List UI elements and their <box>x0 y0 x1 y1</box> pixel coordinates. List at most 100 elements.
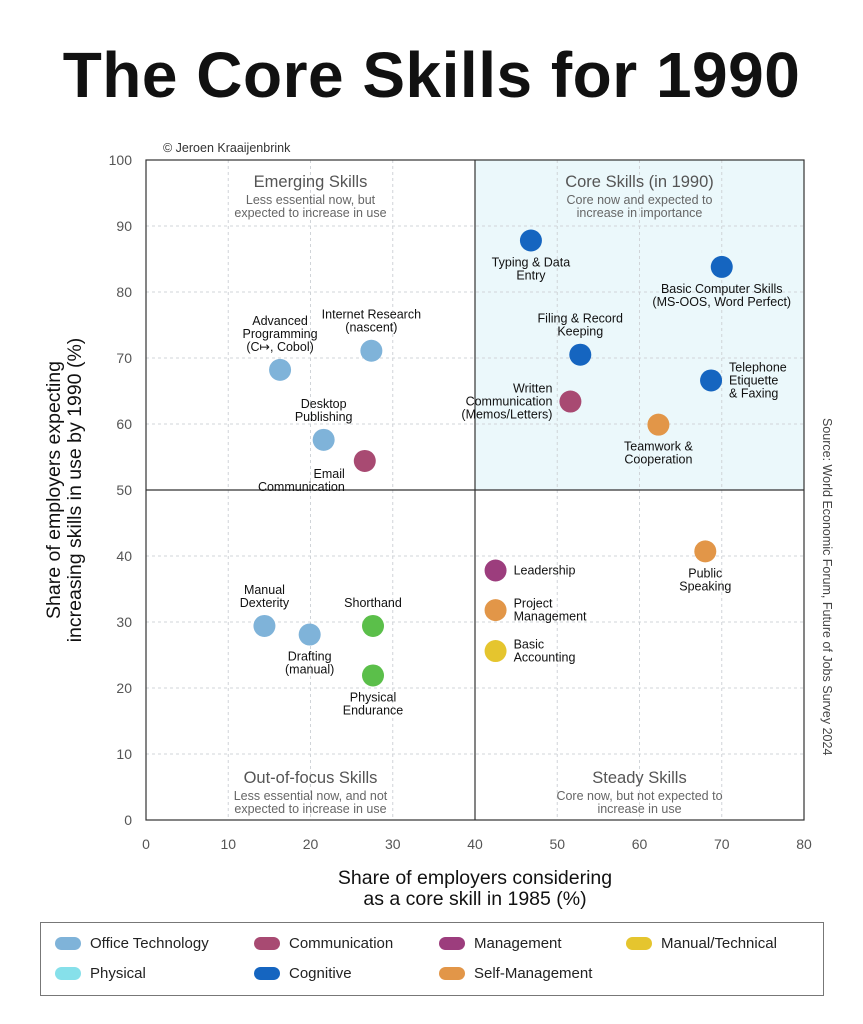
data-point-label: Telephone <box>729 360 787 374</box>
data-point-manual_technical <box>484 640 507 663</box>
quadrant-title-emerging: Emerging Skills <box>254 173 368 191</box>
data-point-office_technology <box>360 339 383 362</box>
data-point-office_technology <box>253 614 276 637</box>
data-point-self_management <box>484 599 507 622</box>
data-point-label: Typing & Data <box>492 256 571 270</box>
x-axis-label: Share of employers considering <box>338 867 612 889</box>
quadrant-subtitle-core: increase in importance <box>577 206 703 220</box>
x-tick-label: 20 <box>303 836 319 852</box>
data-point-label: Leadership <box>514 564 576 578</box>
data-point-cognitive <box>569 343 592 366</box>
data-point-label: Etiquette <box>729 373 778 387</box>
data-point-label: Advanced <box>252 314 308 328</box>
data-point-label: Endurance <box>343 703 404 717</box>
quadrant-title-core: Core Skills (in 1990) <box>565 173 714 191</box>
quadrant-subtitle-out_of_focus: expected to increase in use <box>234 802 386 816</box>
x-tick-label: 30 <box>385 836 401 852</box>
legend-label: Management <box>474 935 562 952</box>
x-tick-label: 0 <box>142 836 150 852</box>
x-tick-label: 10 <box>220 836 236 852</box>
quadrant-title-out_of_focus: Out-of-focus Skills <box>244 769 378 787</box>
x-tick-label: 70 <box>714 836 730 852</box>
data-point-label: Basic Computer Skills <box>661 282 783 296</box>
data-point-label: Publishing <box>295 410 353 424</box>
y-tick-label: 0 <box>124 812 132 828</box>
x-tick-label: 40 <box>467 836 483 852</box>
legend-item: Self-Management <box>439 965 592 982</box>
x-tick-label: 80 <box>796 836 812 852</box>
data-point-label: Manual <box>244 583 285 597</box>
data-point-label: & Faxing <box>729 386 778 400</box>
legend-label: Self-Management <box>474 965 593 982</box>
y-tick-label: 50 <box>116 482 132 498</box>
data-point-label: Drafting <box>288 650 332 664</box>
legend-swatch <box>55 937 81 950</box>
data-point-label: Public <box>688 566 722 580</box>
y-tick-label: 100 <box>109 152 133 168</box>
quadrant-subtitle-core: Core now and expected to <box>567 193 713 207</box>
data-point-label: Basic <box>514 638 545 652</box>
y-tick-label: 90 <box>116 218 132 234</box>
legend-label: Manual/Technical <box>661 935 777 952</box>
y-tick-label: 20 <box>116 680 132 696</box>
legend-item: Cognitive <box>254 965 352 982</box>
x-tick-label: 50 <box>549 836 565 852</box>
data-point-label: (nascent) <box>345 321 397 335</box>
y-axis-label-group: Share of employers expecting increasing s… <box>43 338 86 643</box>
legend-item: Office Technology <box>55 935 209 952</box>
legend-swatch <box>439 937 465 950</box>
legend-item: Management <box>439 935 562 952</box>
data-point-cognitive <box>700 369 723 392</box>
quadrant-subtitle-steady: increase in use <box>597 802 681 816</box>
quadrant-subtitle-emerging: Less essential now, but <box>246 193 376 207</box>
chart-title: The Core Skills for 1990 <box>62 39 801 111</box>
y-tick-label: 30 <box>116 614 132 630</box>
data-point-communication <box>559 390 582 413</box>
y-tick-label: 40 <box>116 548 132 564</box>
data-point-label: Written <box>513 382 552 396</box>
quadrant-title-steady: Steady Skills <box>592 769 686 787</box>
data-point-physical <box>362 664 385 687</box>
data-point-label: Programming <box>243 327 318 341</box>
data-point-communication <box>353 449 376 472</box>
data-point-label: Email <box>314 467 345 481</box>
scatter-chart: © Jeroen Kraaijenbrink 0 10 20 30 40 50 60 70 80… <box>43 141 834 910</box>
data-point-label: Accounting <box>514 651 576 665</box>
data-point-label: (Memos/Letters) <box>461 408 552 422</box>
legend-label: Cognitive <box>289 965 352 982</box>
data-point-label: (C↦, Cobol) <box>246 340 313 354</box>
data-point-cognitive <box>519 229 542 252</box>
data-point-label: Keeping <box>557 325 603 339</box>
y-axis-label: Share of employers expecting <box>43 361 65 619</box>
quadrant-subtitle-out_of_focus: Less essential now, and not <box>234 789 388 803</box>
data-point-label: Shorthand <box>344 596 402 610</box>
legend-label: Communication <box>289 935 394 952</box>
data-point-label: Project <box>514 597 553 611</box>
data-point-label: Dexterity <box>240 596 290 610</box>
y-tick-label: 60 <box>116 416 132 432</box>
legend-swatch <box>55 967 81 980</box>
legend-swatch <box>439 967 465 980</box>
credit-text: © Jeroen Kraaijenbrink <box>163 141 291 155</box>
data-point-physical <box>362 614 385 637</box>
data-point-office_technology <box>312 428 335 451</box>
data-point-label: Communication <box>466 395 553 409</box>
y-tick-label: 80 <box>116 284 132 300</box>
y-tick-label: 10 <box>116 746 132 762</box>
legend: Office Technology Communication Management… <box>40 922 824 996</box>
legend-label: Physical <box>90 965 146 982</box>
data-point-office_technology <box>298 623 321 646</box>
data-point-self_management <box>694 540 717 563</box>
data-point-label: (manual) <box>285 663 334 677</box>
legend-swatch <box>626 937 652 950</box>
y-tick-label: 70 <box>116 350 132 366</box>
legend-item: Manual/Technical <box>626 935 777 952</box>
source-text: Source: World Economic Forum, Future of … <box>820 418 834 755</box>
data-point-label: Management <box>514 610 587 624</box>
legend-label: Office Technology <box>90 935 209 952</box>
legend-swatch <box>254 937 280 950</box>
x-axis-label: as a core skill in 1985 (%) <box>363 888 586 910</box>
data-point-office_technology <box>269 358 292 381</box>
data-point-label: Internet Research <box>322 308 421 322</box>
data-point-cognitive <box>710 255 733 278</box>
